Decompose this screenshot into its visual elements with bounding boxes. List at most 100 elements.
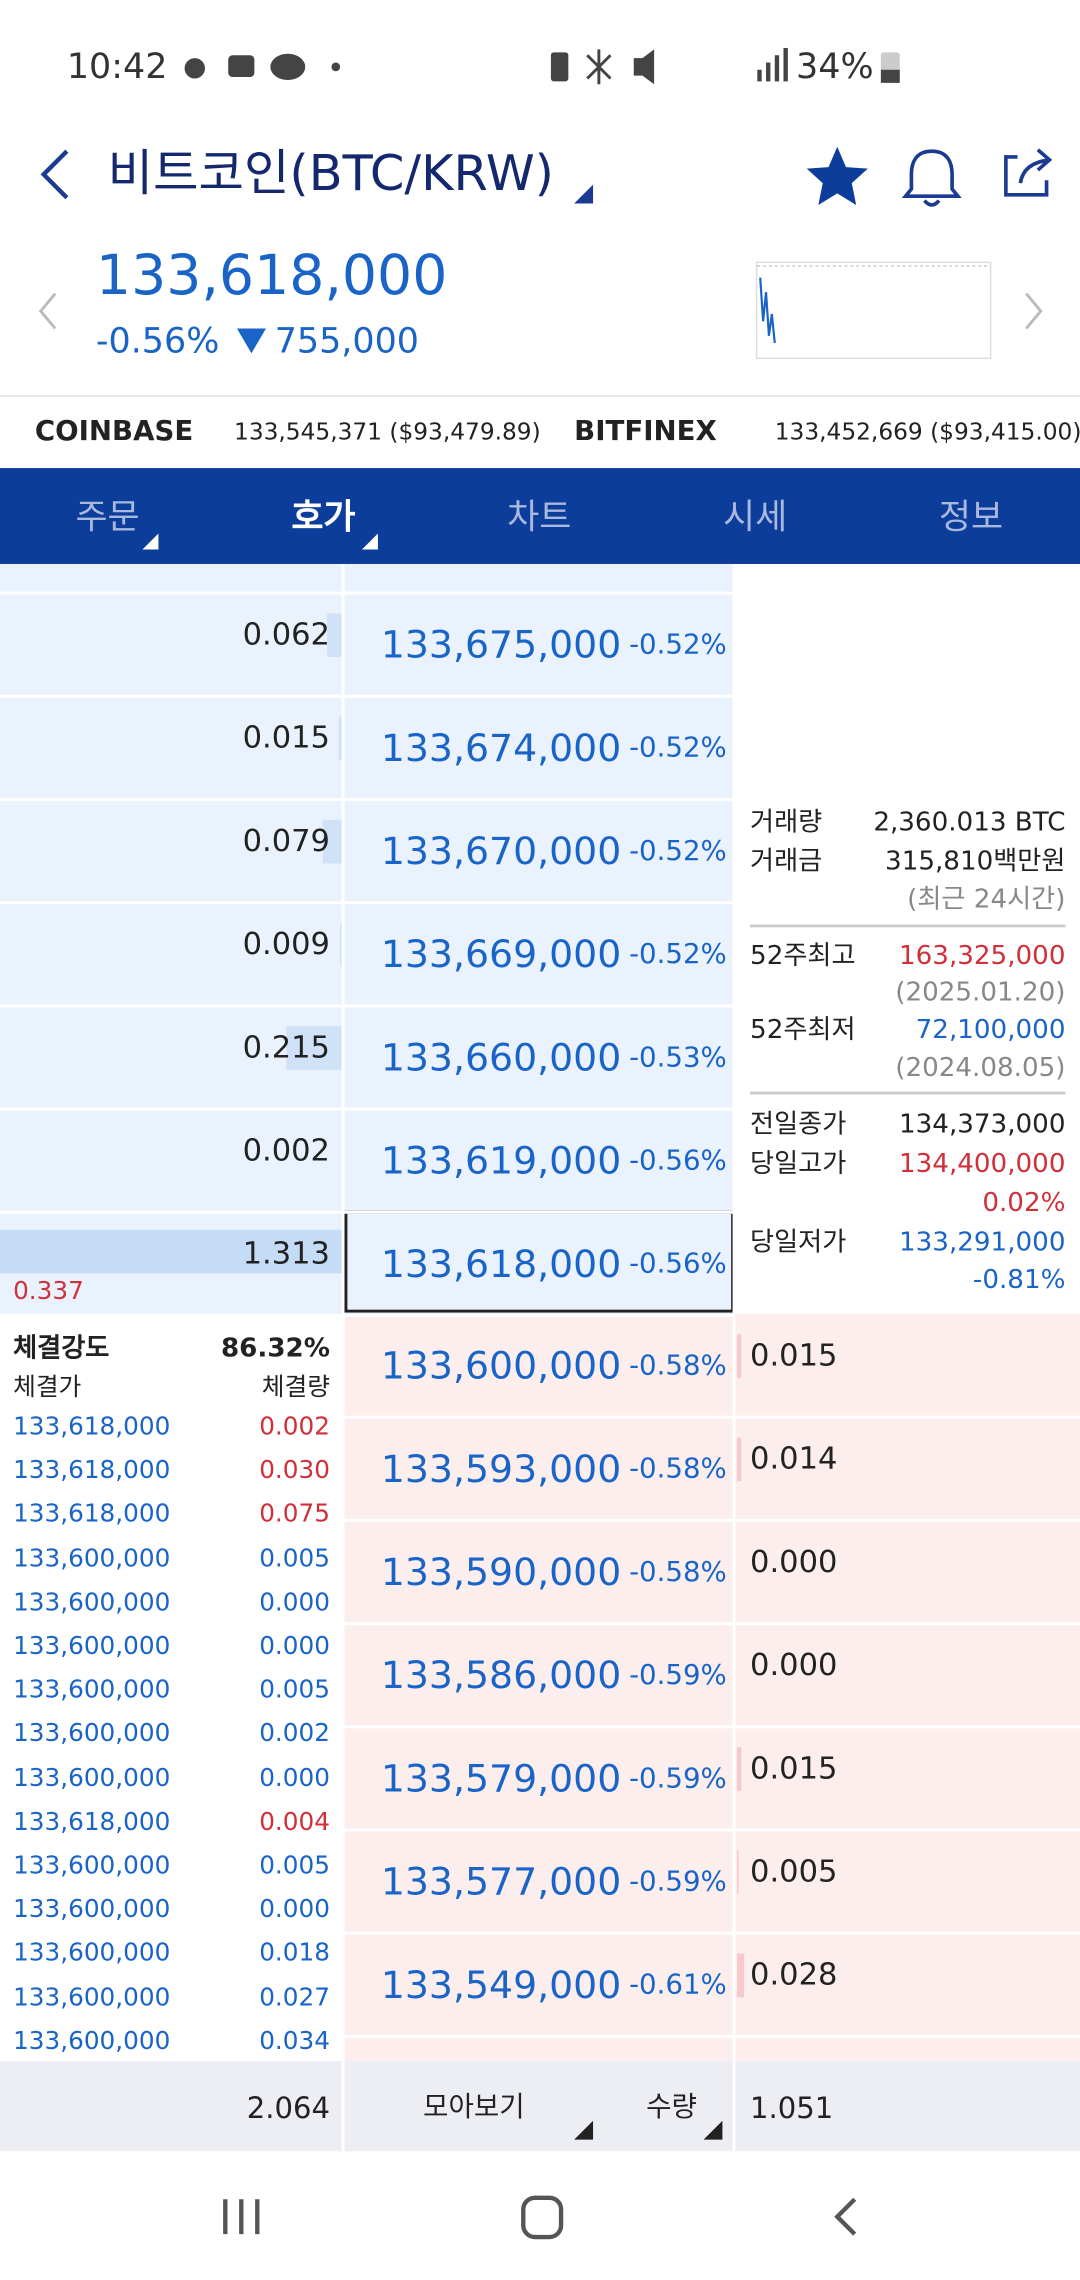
ask-quantity: 1.313 (242, 1236, 330, 1272)
status-icons (184, 47, 900, 85)
bid-quantity: 0.015 (750, 1750, 838, 1786)
tab[interactable]: 시세 (723, 496, 788, 538)
trade-qty: 0.002 (259, 1412, 330, 1442)
ask-price[interactable]: 133,618,000 (380, 1243, 622, 1287)
ask-quantity: 0.215 (242, 1029, 330, 1065)
trade-qty: 0.018 (259, 1939, 330, 1969)
bid-quantity: 0.028 (750, 1957, 838, 1992)
info-value: (최근 24시간) (907, 884, 1066, 915)
strength-label: 체결강도 (13, 1333, 110, 1364)
trade-price: 133,618,000 (13, 1500, 171, 1530)
info-value: 134,373,000 (899, 1109, 1066, 1140)
bid-price[interactable]: 133,579,000 (380, 1757, 622, 1802)
tab[interactable]: 차트 (507, 496, 572, 538)
tab-bar (0, 468, 1080, 564)
ask-quantity: 0.062 (242, 616, 330, 652)
tab[interactable]: 정보 (938, 496, 1004, 538)
info-value: 2,360.013 BTC (873, 807, 1066, 838)
info-label: 52주최저 (750, 1014, 856, 1046)
divider (0, 395, 1080, 397)
exchange-name: BITFINEX (574, 415, 717, 448)
info-value: 133,291,000 (899, 1227, 1066, 1258)
bid-quantity: 0.000 (750, 1544, 838, 1580)
ask-depth-bar (339, 716, 344, 761)
info-value: 315,810백만원 (885, 846, 1066, 877)
next-coin[interactable] (1025, 292, 1043, 330)
share-button[interactable] (1004, 148, 1053, 197)
trade-qty: 0.075 (259, 1500, 330, 1530)
info-value: (2025.01.20) (895, 977, 1066, 1008)
info-label: 당일고가 (750, 1148, 847, 1180)
bid-price[interactable]: 133,577,000 (380, 1861, 622, 1905)
nav-recent[interactable] (223, 2199, 260, 2235)
ask-rate: -0.56% (629, 1144, 727, 1177)
tab[interactable]: 주문 (75, 496, 140, 538)
bid-total: 1.051 (750, 2090, 834, 2126)
back-button[interactable] (40, 149, 69, 200)
info-value: -0.81% (972, 1264, 1066, 1296)
nav-bar (223, 2195, 857, 2240)
ask-price[interactable]: 133,674,000 (380, 727, 622, 771)
nav-back[interactable] (834, 2197, 857, 2236)
bid-price[interactable]: 133,586,000 (380, 1654, 622, 1699)
trade-qty: 0.027 (259, 1983, 330, 2013)
bid-rate: -0.59% (629, 1659, 727, 1692)
bid-price[interactable]: 133,549,000 (380, 1964, 622, 2008)
alarm-button[interactable] (901, 149, 962, 207)
exchange-price: 133,545,371 ($93,479.89) (234, 417, 541, 446)
bid-price[interactable]: 133,590,000 (380, 1551, 622, 1596)
bid-price[interactable]: 133,593,000 (380, 1448, 622, 1492)
bid-price[interactable]: 133,600,000 (380, 1345, 622, 1389)
ask-price[interactable]: 133,619,000 (380, 1140, 622, 1184)
ask-area (0, 563, 735, 1315)
trade-price: 133,600,000 (13, 1763, 171, 1793)
trade-price: 133,600,000 (13, 1983, 171, 2013)
ask-price[interactable]: 133,675,000 (380, 624, 622, 668)
group-button[interactable]: 모아보기 (423, 2091, 525, 2124)
status-time: 10:42 (66, 45, 168, 87)
dropdown-arrow (574, 184, 594, 204)
ask-depth-bar (326, 613, 344, 658)
ask-price[interactable]: 133,669,000 (380, 933, 622, 978)
info-label: 전일종가 (750, 1109, 847, 1140)
bid-rate: -0.58% (629, 1349, 727, 1382)
exchange-name: COINBASE (34, 415, 194, 448)
trade-qty: 0.005 (259, 1544, 330, 1574)
trade-price: 133,600,000 (13, 1588, 171, 1618)
bid-depth-bar (736, 1437, 741, 1482)
bid-quantity: 0.014 (750, 1441, 838, 1476)
nav-home[interactable] (521, 2195, 564, 2240)
ask-price[interactable]: 133,660,000 (380, 1036, 622, 1081)
status-battery: 34% (796, 45, 874, 87)
trade-qty: 0.000 (259, 1588, 330, 1618)
tab[interactable]: 호가 (291, 496, 356, 538)
bid-rate: -0.59% (629, 1762, 727, 1795)
strength-value: 86.32% (220, 1333, 330, 1364)
bid-depth-bar (736, 1334, 741, 1378)
favorite-button[interactable] (806, 146, 868, 205)
footer-arrows (574, 2120, 723, 2140)
down-triangle (236, 328, 267, 354)
row-lines (0, 563, 1080, 2152)
prev-coin[interactable] (38, 292, 57, 330)
bid-depth-bar (736, 1953, 745, 1998)
trade-qty: 0.005 (259, 1675, 330, 1706)
trade-qty: 0.000 (259, 1895, 330, 1925)
mini-chart-line (757, 265, 990, 344)
trade-price: 133,618,000 (13, 1807, 171, 1837)
trade-price: 133,600,000 (13, 1939, 171, 1969)
trade-price: 133,618,000 (13, 1456, 171, 1486)
ask-depth-bar (0, 1229, 344, 1274)
ask-quantity: 0.009 (242, 926, 330, 962)
trade-price: 133,600,000 (13, 1719, 171, 1749)
ask-rate: -0.53% (629, 1041, 727, 1074)
ask-price[interactable]: 133,670,000 (380, 830, 622, 875)
trade-price: 133,618,000 (13, 1412, 171, 1442)
change-rate: -0.56% (95, 320, 220, 362)
change-amount: 755,000 (274, 320, 419, 362)
mini-chart (755, 261, 992, 360)
ask-rate: -0.52% (629, 628, 727, 661)
unit-button[interactable]: 수량 (646, 2091, 697, 2124)
